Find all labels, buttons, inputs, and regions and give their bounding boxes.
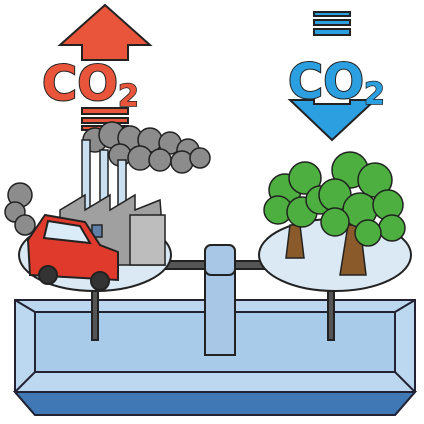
label-part: CO bbox=[288, 54, 364, 110]
illustration: CO2 CO2 bbox=[0, 0, 424, 424]
emission-label: CO2 bbox=[42, 56, 139, 114]
label-part: CO bbox=[42, 56, 118, 112]
label-part: 2 bbox=[118, 79, 139, 114]
page: CO2 CO2 bbox=[0, 0, 424, 424]
label-part: 2 bbox=[364, 77, 385, 112]
absorption-label: CO2 bbox=[288, 54, 385, 112]
